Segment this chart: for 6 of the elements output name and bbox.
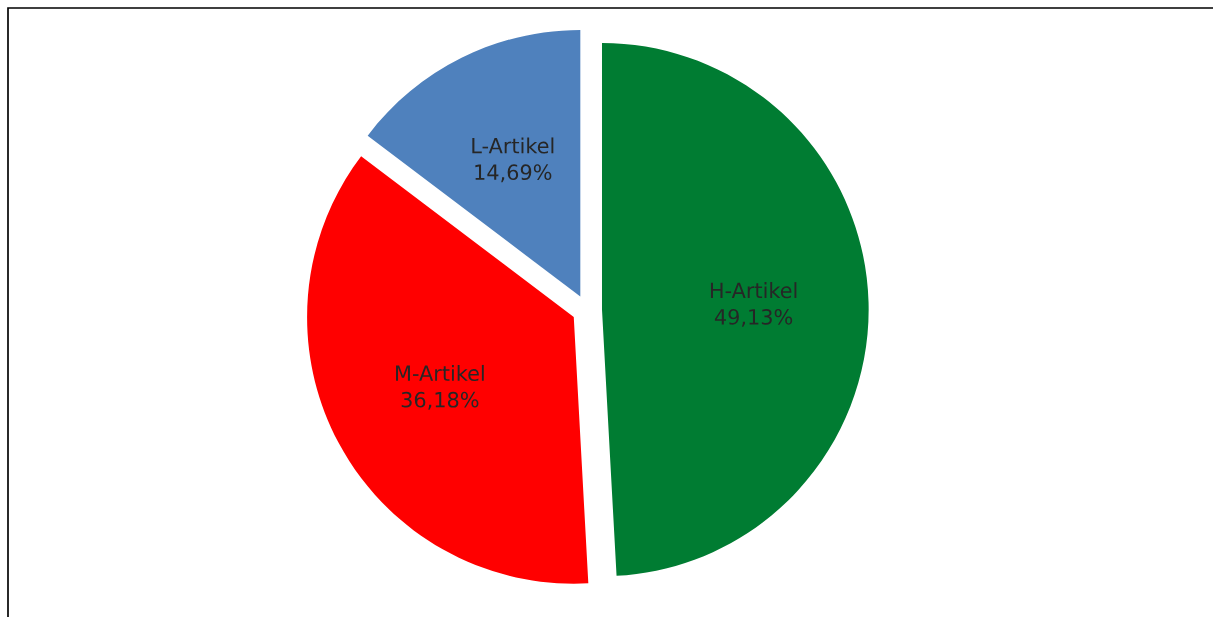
slice-label: M-Artikel bbox=[396, 364, 484, 382]
data-label: 36,18% bbox=[401, 391, 479, 410]
slice-label: L-Artikel bbox=[472, 137, 554, 154]
data-label: 14,69% bbox=[475, 164, 552, 183]
slice-label: H-Artikel bbox=[710, 282, 797, 299]
data-label: 49,13% bbox=[714, 308, 793, 327]
